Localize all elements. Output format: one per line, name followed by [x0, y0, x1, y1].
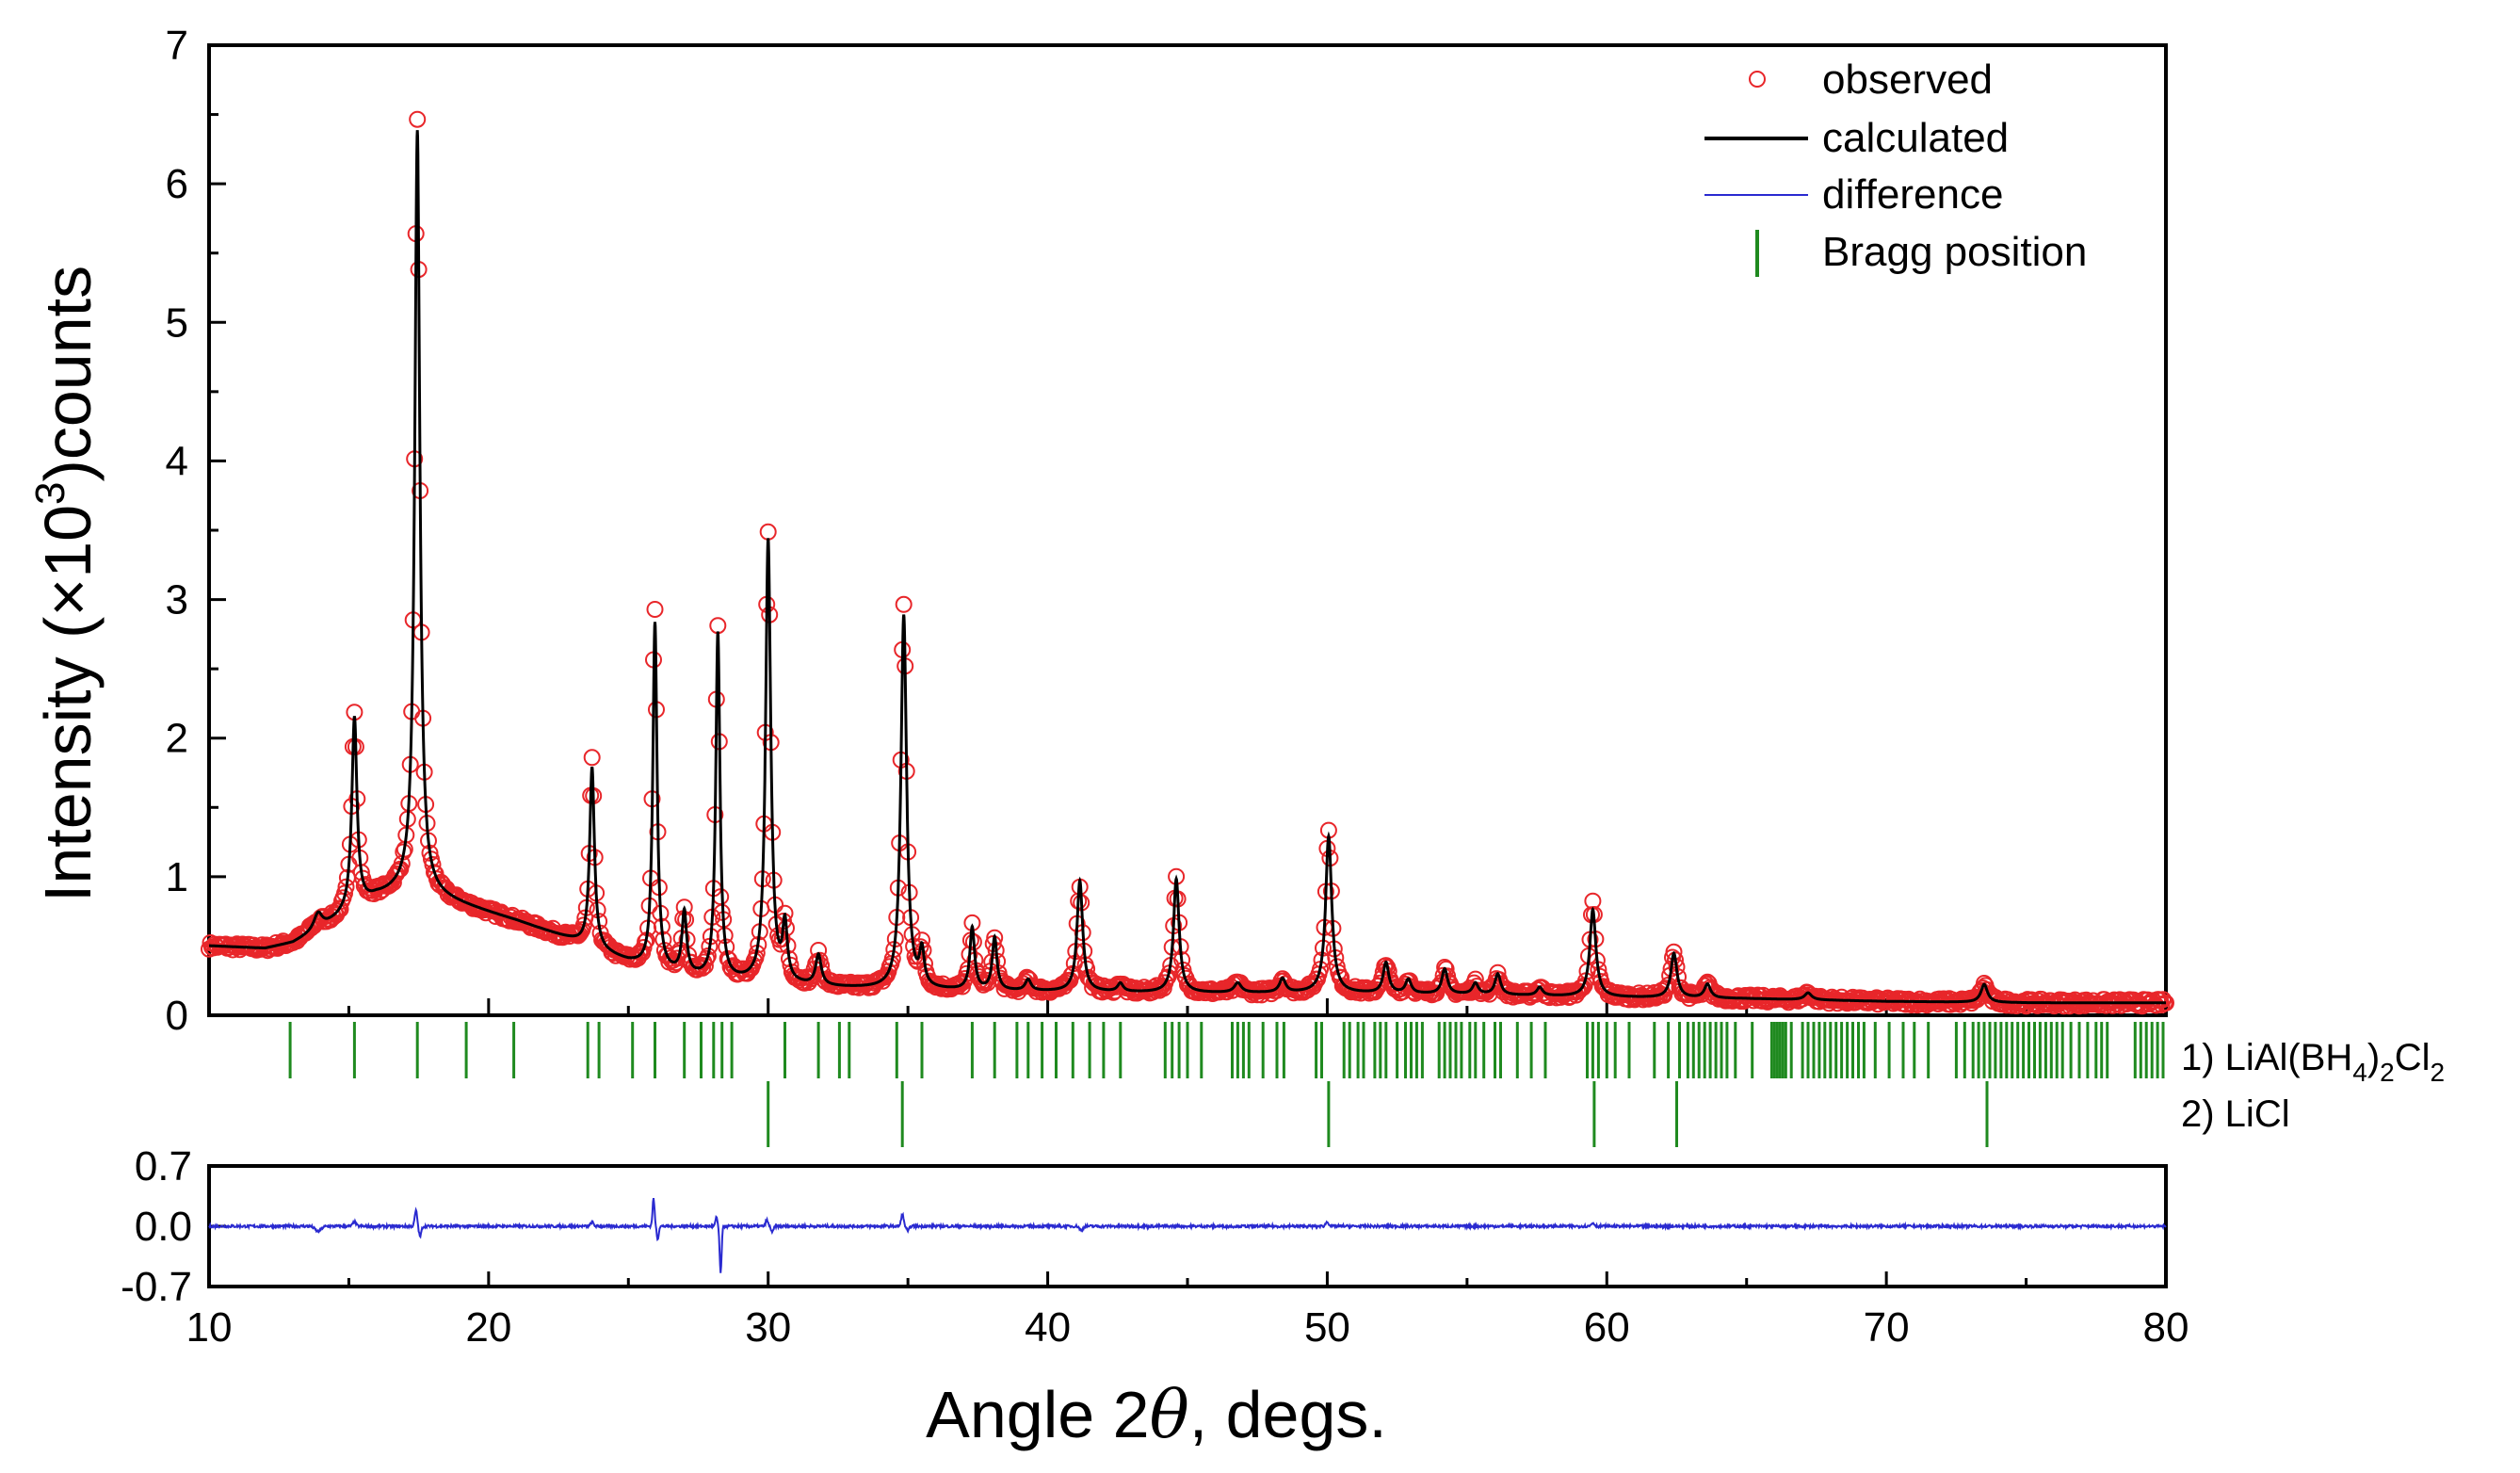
y-tick-label: 5	[166, 299, 188, 346]
difference-series	[208, 1197, 2167, 1273]
observed-point	[574, 916, 592, 934]
diff-y-tick-label: -0.7	[121, 1264, 192, 1310]
legend-observed-label: observed	[1822, 57, 1993, 103]
observed-point	[336, 884, 353, 902]
observed-point	[646, 601, 664, 618]
y-tick-label: 3	[166, 577, 188, 623]
diff-y-tick-label: 0.7	[135, 1143, 192, 1190]
y-tick-label: 2	[166, 716, 188, 762]
legend-bragg-label: Bragg position	[1822, 229, 2087, 275]
observed-point	[409, 110, 427, 128]
bragg-row-2	[767, 1081, 1989, 1147]
y-tick-label: 4	[166, 438, 188, 484]
y-tick-label: 1	[166, 854, 188, 900]
observed-point	[709, 617, 727, 635]
observed-point	[1659, 977, 1677, 994]
x-tick-label: 40	[1025, 1304, 1071, 1351]
bragg-row-1	[288, 1022, 2165, 1078]
difference-line	[208, 1197, 2167, 1273]
main-plot-series	[201, 110, 2174, 1015]
main-axes: 0 1 2 3 4 5 6 7	[166, 23, 2168, 1039]
observed-point	[583, 749, 601, 767]
observed-point	[1466, 970, 1484, 988]
x-tick-label: 80	[2143, 1304, 2189, 1351]
x-axis-title: Angle 2θ, degs.	[926, 1376, 1387, 1453]
diff-y-tick-label: 0.0	[135, 1204, 192, 1250]
legend-calculated-label: calculated	[1822, 115, 2009, 161]
observed-point	[696, 957, 714, 975]
difference-axes: 0.7 0.0 -0.710 20 30 40 50 60 70 80	[121, 1143, 2189, 1351]
legend: observed calculated difference Bragg pos…	[1704, 57, 2087, 277]
x-tick-label: 20	[465, 1304, 511, 1351]
y-tick-label: 7	[166, 23, 188, 69]
observed-point	[1062, 966, 1080, 984]
calculated-line	[209, 130, 2166, 1005]
x-tick-label: 10	[186, 1304, 233, 1351]
y-axis-title: Intensity (×103)counts	[27, 266, 105, 902]
y-tick-label: 0	[166, 993, 188, 1039]
legend-difference-label: difference	[1822, 171, 2003, 218]
observed-point	[895, 595, 913, 613]
observed-point	[1154, 978, 1171, 995]
x-tick-label: 50	[1304, 1304, 1350, 1351]
y-tick-label: 6	[166, 161, 188, 207]
x-tick-label: 70	[1864, 1304, 1910, 1351]
phase-label-2: 2) LiCl	[2181, 1093, 2290, 1135]
x-tick-label: 30	[745, 1304, 791, 1351]
phase-label-1: 1) LiAl(BH4)2Cl2	[2181, 1037, 2445, 1087]
observed-point	[759, 523, 777, 541]
x-tick-label: 60	[1584, 1304, 1630, 1351]
observed-point	[331, 900, 349, 918]
bragg-markers	[288, 1022, 2165, 1147]
legend-observed-marker	[1749, 71, 1766, 88]
